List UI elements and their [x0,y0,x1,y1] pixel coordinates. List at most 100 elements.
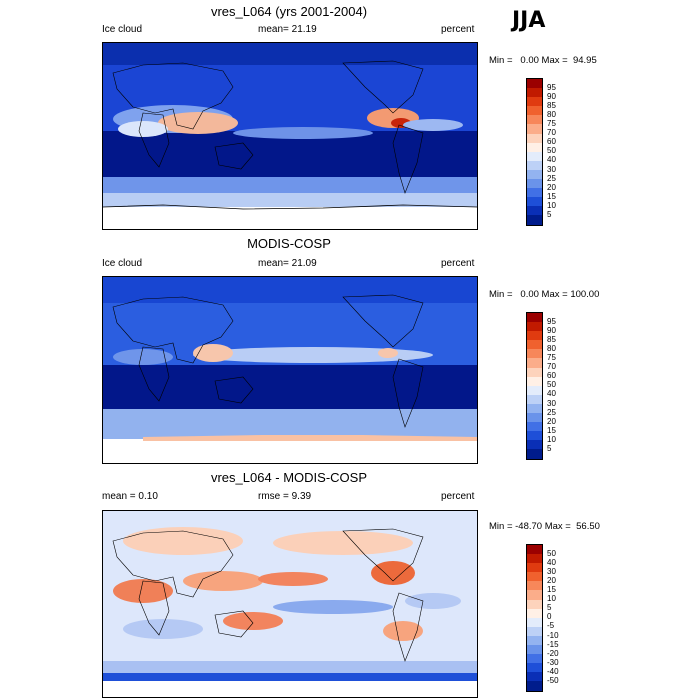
colorbar-swatch [527,599,542,609]
colorbar-tick-label: 20 [547,416,556,426]
colorbar-swatch [527,376,542,386]
colorbar-swatch [527,449,542,459]
colorbar-tick-label: 60 [547,371,556,381]
colorbar-tick-label: 40 [547,389,556,399]
colorbar-tick-label: -10 [547,630,559,640]
colorbar-swatch [527,645,542,655]
panel-3-title: vres_L064 - MODIS-COSP [210,470,368,485]
colorbar-tick-label: -40 [547,666,559,676]
colorbar-tick-label: 80 [547,343,556,353]
panel-1-minmax: Min = 0.00 Max = 94.95 [489,55,597,66]
panel-3-minmax: Min = -48.70 Max = 56.50 [489,521,600,532]
colorbar-tick-label: 40 [547,155,556,165]
colorbar-tick-label: 50 [547,380,556,390]
colorbar-swatch [527,188,542,198]
colorbar-swatch [527,115,542,125]
colorbar-swatch [527,635,542,646]
panel-1-mean: mean= 21.19 [258,24,317,35]
colorbar-swatch [527,331,542,341]
colorbar-swatch [527,106,542,116]
panel-3-mean: mean = 0.10 [102,491,158,502]
colorbar-swatch [527,431,542,441]
colorbar-tick-label: 75 [547,119,556,128]
colorbar-swatch [527,663,542,673]
colorbar-swatch [527,413,542,423]
colorbar-tick-label: 70 [547,362,556,372]
colorbar-tick-label: 50 [547,146,556,156]
colorbar-tick-label: 70 [547,128,556,138]
colorbar-swatch [527,572,542,582]
panel-2-title: MODIS-COSP [247,236,331,251]
panel-2-colorbar [526,312,543,460]
colorbar-swatch [527,545,542,555]
season-label: JJA [512,8,546,33]
colorbar-tick-label: 50 [547,548,556,558]
colorbar-tick-label: 90 [547,325,556,335]
colorbar-tick-label: 20 [547,575,556,585]
colorbar-swatch [527,160,542,170]
panel-2-field-label: Ice cloud [102,258,143,269]
colorbar-tick-label: 90 [547,91,556,101]
colorbar-tick-label: 5 [547,603,552,613]
colorbar-swatch [527,179,542,189]
colorbar-swatch [527,608,542,618]
colorbar-swatch [527,617,542,627]
colorbar-swatch [527,385,542,395]
panel-2-mean: mean= 21.09 [258,258,317,269]
panel-3-rmse: rmse = 9.39 [258,491,312,502]
colorbar-tick-label: 25 [547,407,556,417]
panel-2-minmax: Min = 0.00 Max = 100.00 [489,289,600,300]
colorbar-tick-label: -15 [547,639,559,649]
panel-3-colorbar [526,544,543,692]
colorbar-tick-label: 85 [547,100,556,110]
colorbar-swatch [527,151,542,161]
colorbar-tick-label: 85 [547,334,556,344]
colorbar-tick-label: 15 [547,425,556,435]
colorbar-swatch [527,133,542,143]
colorbar-tick-label: 10 [547,200,556,210]
colorbar-swatch [527,563,542,573]
panel-1-title: vres_L064 (yrs 2001-2004) [210,4,368,19]
panel-3-map [102,510,478,698]
panel-1-units: percent [441,24,475,35]
colorbar-swatch [527,367,542,377]
colorbar-tick-label: 15 [547,191,556,201]
colorbar-swatch [527,88,542,98]
colorbar-swatch [527,554,542,564]
colorbar-tick-label: 40 [547,557,556,567]
colorbar-swatch [527,197,542,207]
colorbar-swatch [527,403,542,414]
panel-2-units: percent [441,258,475,269]
colorbar-tick-label: 5 [547,444,552,453]
colorbar-tick-label: 75 [547,353,556,362]
panel-1-colorbar [526,78,543,226]
colorbar-tick-label: 95 [547,82,556,92]
colorbar-swatch [527,349,542,359]
colorbar-swatch [527,322,542,332]
colorbar-tick-label: -5 [547,621,555,631]
colorbar-swatch [527,79,542,89]
colorbar-tick-label: 95 [547,316,556,326]
colorbar-tick-label: 25 [547,173,556,183]
colorbar-tick-label: 0 [547,612,552,622]
colorbar-tick-label: 5 [547,210,552,219]
colorbar-swatch [527,97,542,107]
panel-1-field-label: Ice cloud [102,24,143,35]
colorbar-swatch [527,672,542,682]
colorbar-swatch [527,422,542,432]
colorbar-swatch [527,440,542,450]
colorbar-tick-label: 10 [547,434,556,444]
colorbar-tick-label: -30 [547,657,559,667]
colorbar-swatch [527,590,542,600]
colorbar-tick-label: 80 [547,109,556,119]
colorbar-swatch [527,340,542,350]
colorbar-swatch [527,215,542,225]
colorbar-tick-label: 30 [547,164,556,174]
colorbar-swatch [527,681,542,691]
colorbar-tick-label: 20 [547,182,556,192]
colorbar-swatch [527,313,542,323]
colorbar-tick-label: -50 [547,676,559,685]
colorbar-swatch [527,124,542,134]
panel-2-map [102,276,478,464]
colorbar-tick-label: -20 [547,648,559,658]
